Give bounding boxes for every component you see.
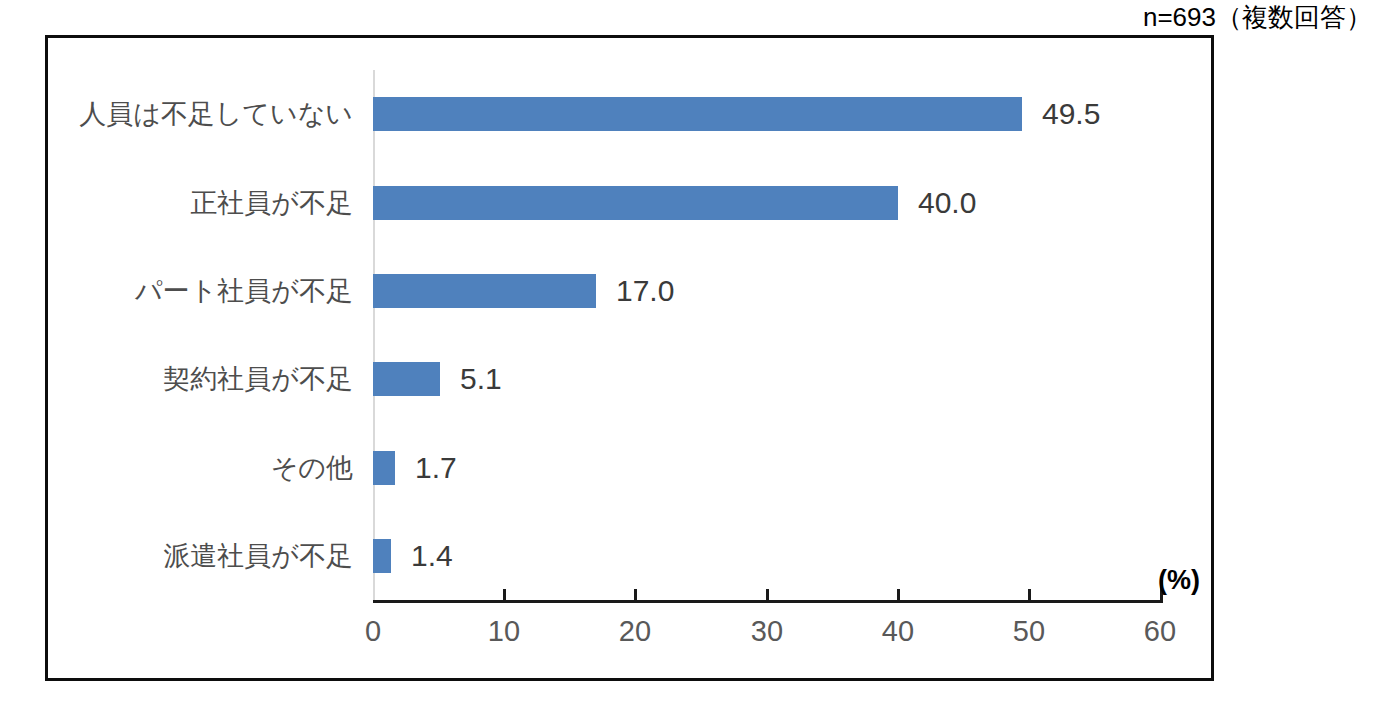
value-axis-tick xyxy=(1028,589,1031,601)
bar xyxy=(373,451,395,485)
category-label: パート社員が不足 xyxy=(55,273,353,309)
value-axis-tick xyxy=(503,589,506,601)
category-label: 人員は不足していない xyxy=(55,96,353,132)
bar xyxy=(373,274,596,308)
x-tick-label: 10 xyxy=(464,615,544,648)
bar-chart-figure: n=693（複数回答） (%) 人員は不足していない 49.5 正社員が不足 40.0… xyxy=(0,0,1376,701)
x-tick-label: 0 xyxy=(333,615,413,648)
x-tick-label: 50 xyxy=(989,615,1069,648)
category-label: その他 xyxy=(55,450,353,486)
x-tick-label: 30 xyxy=(727,615,807,648)
category-axis-line xyxy=(373,70,375,602)
bar-value-label: 40.0 xyxy=(918,184,976,222)
bar-value-label: 1.4 xyxy=(411,537,453,575)
bar-value-label: 17.0 xyxy=(616,272,674,310)
x-tick-label: 60 xyxy=(1120,615,1200,648)
bar xyxy=(373,539,391,573)
bar-value-label: 5.1 xyxy=(460,360,502,398)
bar xyxy=(373,362,440,396)
category-label: 正社員が不足 xyxy=(55,185,353,221)
value-axis-unit-label: (%) xyxy=(1158,565,1200,596)
value-axis-tick xyxy=(766,589,769,601)
sample-size-annotation: n=693（複数回答） xyxy=(1143,0,1372,35)
bar xyxy=(373,97,1022,131)
bar xyxy=(373,186,898,220)
bar-value-label: 49.5 xyxy=(1042,95,1100,133)
value-axis-tick xyxy=(897,589,900,601)
category-label: 契約社員が不足 xyxy=(55,361,353,397)
value-axis-tick xyxy=(634,589,637,601)
bar-value-label: 1.7 xyxy=(415,449,457,487)
category-label: 派遣社員が不足 xyxy=(55,538,353,574)
x-tick-label: 40 xyxy=(858,615,938,648)
x-tick-label: 20 xyxy=(595,615,675,648)
